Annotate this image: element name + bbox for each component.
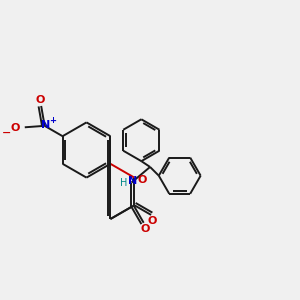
Text: O: O bbox=[148, 216, 157, 226]
Text: O: O bbox=[140, 224, 150, 234]
Text: N: N bbox=[128, 176, 137, 186]
Text: N: N bbox=[41, 120, 51, 130]
Text: +: + bbox=[49, 116, 56, 125]
Text: O: O bbox=[138, 175, 147, 185]
Text: O: O bbox=[11, 123, 20, 133]
Text: −: − bbox=[2, 128, 11, 137]
Text: H: H bbox=[120, 178, 127, 188]
Text: O: O bbox=[35, 94, 44, 105]
